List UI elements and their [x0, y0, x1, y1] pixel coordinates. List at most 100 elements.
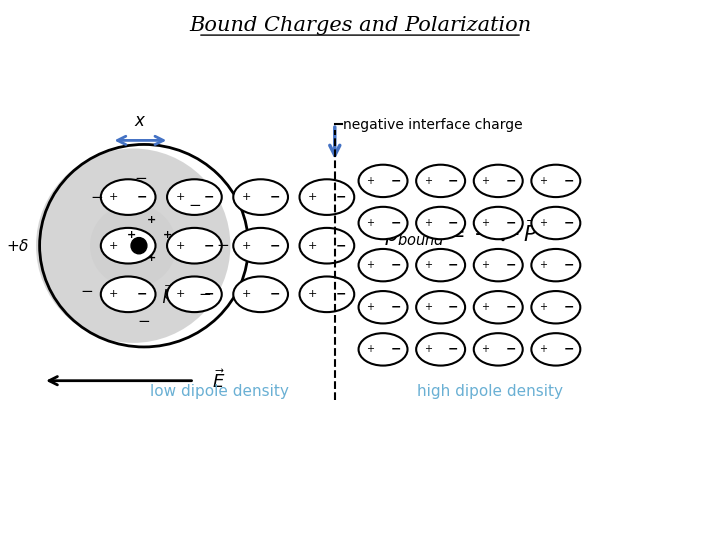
Text: +: + — [424, 176, 432, 186]
Ellipse shape — [531, 291, 580, 323]
Ellipse shape — [167, 276, 222, 312]
Ellipse shape — [233, 276, 288, 312]
Text: +: + — [366, 176, 374, 186]
Text: +: + — [109, 289, 119, 299]
Text: +: + — [539, 218, 547, 228]
Text: −: − — [269, 191, 280, 204]
Text: +: + — [539, 176, 547, 186]
Text: −: − — [505, 301, 516, 314]
Text: −: − — [203, 239, 214, 252]
Text: $-\delta$: $-\delta$ — [244, 238, 267, 254]
Ellipse shape — [416, 165, 465, 197]
Text: +: + — [308, 289, 318, 299]
Ellipse shape — [233, 179, 288, 215]
Text: −: − — [137, 239, 148, 252]
Text: −: − — [134, 171, 147, 186]
Ellipse shape — [531, 249, 580, 281]
Text: −: − — [390, 343, 401, 356]
Ellipse shape — [416, 249, 465, 281]
Text: +: + — [242, 241, 251, 251]
Text: −: − — [563, 301, 574, 314]
Ellipse shape — [359, 207, 408, 239]
Text: −: − — [390, 301, 401, 314]
Text: −: − — [137, 288, 148, 301]
Text: +: + — [366, 302, 374, 312]
Text: +: + — [148, 215, 156, 225]
Ellipse shape — [531, 165, 580, 197]
Ellipse shape — [300, 276, 354, 312]
Ellipse shape — [416, 333, 465, 366]
Text: −: − — [138, 314, 150, 329]
Text: −: − — [563, 174, 574, 187]
Ellipse shape — [531, 333, 580, 366]
Ellipse shape — [359, 291, 408, 323]
Text: −: − — [448, 259, 459, 272]
Ellipse shape — [474, 207, 523, 239]
Text: $\vec{p}$: $\vec{p}$ — [162, 282, 174, 306]
Text: −: − — [390, 259, 401, 272]
Text: −: − — [336, 239, 346, 252]
Text: −: − — [563, 259, 574, 272]
Ellipse shape — [474, 249, 523, 281]
Text: high dipole density: high dipole density — [417, 384, 562, 399]
Ellipse shape — [300, 179, 354, 215]
Text: Bound Charges and Polarization: Bound Charges and Polarization — [189, 16, 531, 35]
Text: +: + — [148, 253, 156, 262]
Text: negative interface charge: negative interface charge — [343, 118, 523, 132]
Text: −: − — [188, 198, 201, 213]
Ellipse shape — [474, 291, 523, 323]
Ellipse shape — [359, 333, 408, 366]
Text: +: + — [308, 192, 318, 202]
Text: −: − — [217, 238, 230, 253]
Text: −: − — [80, 284, 93, 299]
Text: +: + — [242, 192, 251, 202]
Text: −: − — [448, 343, 459, 356]
Ellipse shape — [300, 228, 354, 264]
Text: $\vec{E}$: $\vec{E}$ — [212, 369, 226, 392]
Ellipse shape — [167, 179, 222, 215]
Ellipse shape — [474, 333, 523, 366]
Text: +: + — [308, 241, 318, 251]
Ellipse shape — [416, 207, 465, 239]
Text: +: + — [176, 241, 185, 251]
Text: +: + — [109, 241, 119, 251]
Text: +: + — [163, 230, 172, 240]
Ellipse shape — [36, 148, 230, 343]
Text: +: + — [109, 192, 119, 202]
Text: +: + — [482, 218, 490, 228]
Text: low dipole density: low dipole density — [150, 384, 289, 399]
Text: +: + — [482, 345, 490, 354]
Ellipse shape — [101, 179, 156, 215]
Text: −: − — [505, 217, 516, 230]
Text: −: − — [199, 287, 212, 302]
Text: −: − — [390, 217, 401, 230]
Text: $x$: $x$ — [134, 113, 147, 130]
Text: −: − — [563, 217, 574, 230]
Text: +: + — [242, 289, 251, 299]
Ellipse shape — [416, 291, 465, 323]
Text: +: + — [366, 260, 374, 270]
Ellipse shape — [90, 204, 176, 287]
Text: +: + — [539, 302, 547, 312]
Text: −: − — [269, 239, 280, 252]
Text: −: − — [203, 288, 214, 301]
Text: −: − — [336, 191, 346, 204]
Ellipse shape — [101, 276, 156, 312]
Text: −: − — [505, 343, 516, 356]
Text: +: + — [424, 302, 432, 312]
Text: −: − — [91, 190, 104, 205]
Text: +: + — [482, 260, 490, 270]
Text: +: + — [176, 192, 185, 202]
Text: −: − — [448, 174, 459, 187]
Text: +: + — [366, 345, 374, 354]
Ellipse shape — [233, 228, 288, 264]
Text: −: − — [269, 288, 280, 301]
Text: −: − — [203, 191, 214, 204]
Ellipse shape — [474, 165, 523, 197]
Text: −: − — [448, 301, 459, 314]
Ellipse shape — [101, 228, 156, 264]
Ellipse shape — [167, 228, 222, 264]
Text: $+\delta$: $+\delta$ — [6, 238, 30, 254]
Text: $\rho_{bound} = -\vec{\nabla} \cdot \vec{P}$: $\rho_{bound} = -\vec{\nabla} \cdot \vec… — [384, 217, 538, 248]
Ellipse shape — [131, 238, 147, 254]
